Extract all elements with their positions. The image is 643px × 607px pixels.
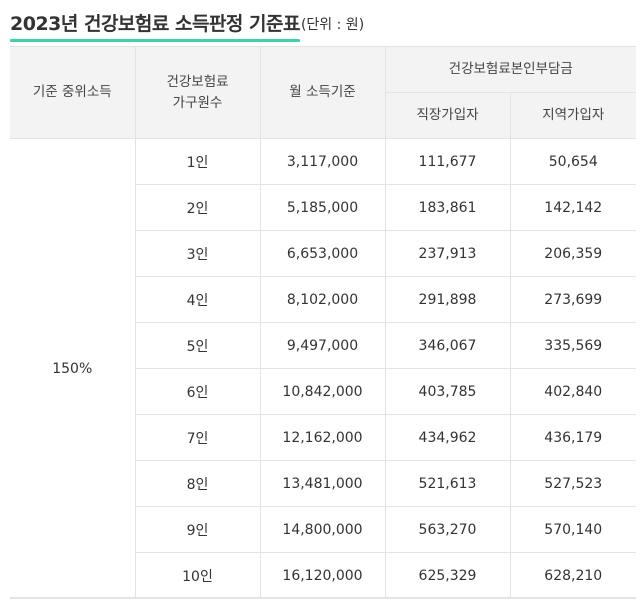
cell-employee-premium: 403,785 [384, 368, 511, 415]
cell-employee-premium: 111,677 [384, 138, 511, 185]
cell-members: 6인 [134, 368, 261, 415]
table-bottom-border [10, 597, 636, 598]
title-main: 2023년 건강보험료 소득판정 기준표 [10, 9, 300, 42]
cell-employee-premium: 183,861 [384, 184, 511, 231]
table-row: 8인 13,481,000 521,613 527,523 [10, 460, 637, 507]
table-row: 7인 12,162,000 434,962 436,179 [10, 414, 637, 461]
table-row: 3인 6,653,000 237,913 206,359 [10, 230, 637, 277]
cell-regional-premium: 436,179 [509, 414, 637, 461]
cell-members: 4인 [134, 276, 261, 323]
cell-monthly-income: 9,497,000 [259, 322, 386, 369]
page-title: 2023년 건강보험료 소득판정 기준표 (단위 : 원) [10, 4, 365, 42]
cell-employee-premium: 434,962 [384, 414, 511, 461]
cell-regional-premium: 570,140 [509, 506, 637, 553]
cell-employee-premium: 521,613 [384, 460, 511, 507]
header-row: 기준 중위소득 건강보험료 가구원수 월 소득기준 건강보험료본인부담금 [10, 46, 637, 139]
table-row: 9인 14,800,000 563,270 570,140 [10, 506, 637, 553]
cell-monthly-income: 5,185,000 [259, 184, 386, 231]
table-body: 150% 1인 3,117,000 111,677 50,654 2인 5,185,000 1… [10, 138, 637, 599]
header-household-line2: 가구원수 [172, 94, 223, 111]
header-employee: 직장가입자 [384, 92, 511, 139]
title-unit: (단위 : 원) [300, 17, 365, 33]
table-row: 150% 1인 3,117,000 111,677 50,654 [10, 138, 637, 599]
cell-employee-premium: 625,329 [384, 552, 511, 599]
cell-monthly-income: 13,481,000 [259, 460, 386, 507]
cell-regional-premium: 628,210 [509, 552, 637, 599]
cell-regional-premium: 527,523 [509, 460, 637, 507]
cell-employee-premium: 346,067 [384, 322, 511, 369]
cell-members: 9인 [134, 506, 261, 553]
cell-monthly-income: 16,120,000 [259, 552, 386, 599]
median-income-value: 150% [10, 138, 136, 599]
cell-monthly-income: 10,842,000 [259, 368, 386, 415]
table-row: 10인 16,120,000 625,329 628,210 [10, 552, 637, 599]
cell-members: 5인 [134, 322, 261, 369]
cell-members: 3인 [134, 230, 261, 277]
cell-members: 10인 [134, 552, 261, 599]
cell-regional-premium: 50,654 [509, 138, 637, 185]
cell-regional-premium: 273,699 [509, 276, 637, 323]
cell-members: 7인 [134, 414, 261, 461]
cell-regional-premium: 335,569 [509, 322, 637, 369]
header-regional: 지역가입자 [509, 92, 637, 139]
header-premium-group: 건강보험료본인부담금 [384, 46, 637, 93]
cell-regional-premium: 206,359 [509, 230, 637, 277]
cell-employee-premium: 291,898 [384, 276, 511, 323]
cell-employee-premium: 563,270 [384, 506, 511, 553]
cell-members: 2인 [134, 184, 261, 231]
cell-regional-premium: 142,142 [509, 184, 637, 231]
cell-monthly-income: 12,162,000 [259, 414, 386, 461]
table-row: 5인 9,497,000 346,067 335,569 [10, 322, 637, 369]
cell-monthly-income: 14,800,000 [259, 506, 386, 553]
cell-members: 1인 [134, 138, 261, 185]
cell-monthly-income: 8,102,000 [259, 276, 386, 323]
cell-monthly-income: 3,117,000 [259, 138, 386, 185]
cell-regional-premium: 402,840 [509, 368, 637, 415]
header-household-line1: 건강보험료 [166, 73, 229, 90]
header-household-members: 건강보험료 가구원수 [134, 46, 261, 139]
cell-monthly-income: 6,653,000 [259, 230, 386, 277]
cell-members: 8인 [134, 460, 261, 507]
header-median-income: 기준 중위소득 [10, 46, 136, 139]
cell-employee-premium: 237,913 [384, 230, 511, 277]
header-monthly-income: 월 소득기준 [259, 46, 386, 139]
income-standard-table: 기준 중위소득 건강보험료 가구원수 월 소득기준 건강보험료본인부담금 직장가… [10, 46, 637, 599]
